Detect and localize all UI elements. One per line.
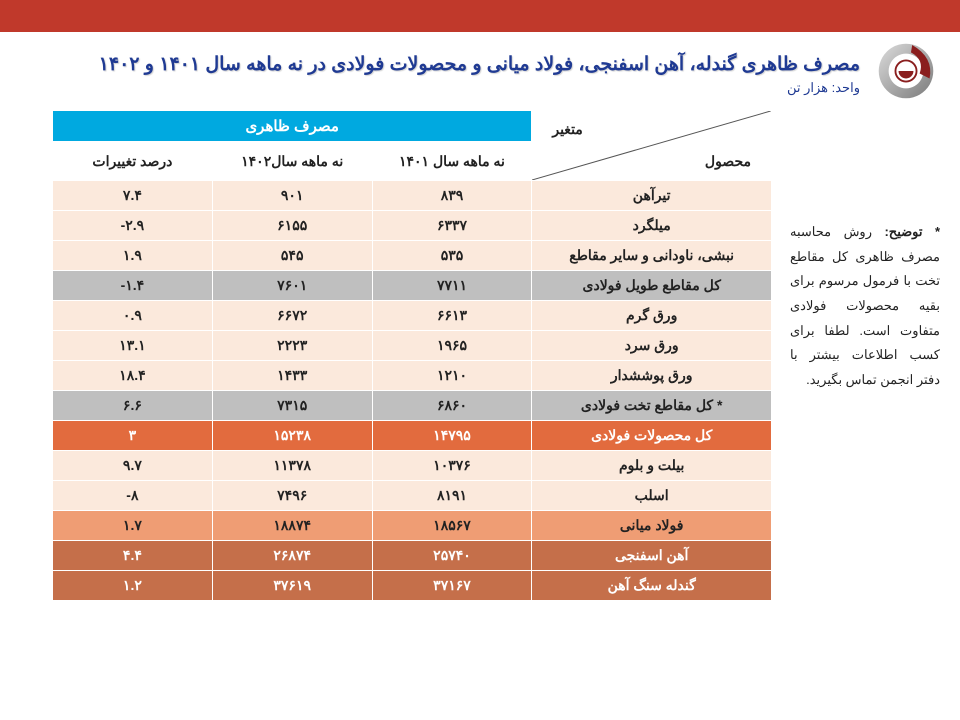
corner-bottom: محصول — [705, 153, 751, 170]
row-v1: ۶۶۱۳ — [372, 301, 532, 331]
row-name: گندله سنگ آهن — [532, 571, 772, 601]
table-row: ورق سرد۱۹۶۵۲۲۲۳۱۳.۱ — [53, 331, 772, 361]
page-title: مصرف ظاهری گندله، آهن اسفنجی، فولاد میان… — [20, 53, 860, 76]
row-v2: ۱۴۳۳ — [212, 361, 372, 391]
row-name: کل محصولات فولادی — [532, 421, 772, 451]
row-pct: ۶.۶ — [53, 391, 213, 421]
row-v2: ۹۰۱ — [212, 181, 372, 211]
row-name: * کل مقاطع تخت فولادی — [532, 391, 772, 421]
row-name: اسلب — [532, 481, 772, 511]
row-name: تیرآهن — [532, 181, 772, 211]
row-v2: ۱۵۲۳۸ — [212, 421, 372, 451]
row-pct: ۱.۷ — [53, 511, 213, 541]
row-pct: ۱۸.۴ — [53, 361, 213, 391]
header: مصرف ظاهری گندله، آهن اسفنجی، فولاد میان… — [0, 32, 960, 102]
row-v2: ۱۱۳۷۸ — [212, 451, 372, 481]
top-bar — [0, 0, 960, 32]
table-row: میلگرد۶۳۳۷۶۱۵۵-۲.۹ — [53, 211, 772, 241]
table-row: فولاد میانی۱۸۵۶۷۱۸۸۷۴۱.۷ — [53, 511, 772, 541]
row-v2: ۲۶۸۷۴ — [212, 541, 372, 571]
row-v1: ۸۳۹ — [372, 181, 532, 211]
table-row: تیرآهن۸۳۹۹۰۱۷.۴ — [53, 181, 772, 211]
table-row: نبشی، ناودانی و سایر مقاطع۵۳۵۵۴۵۱.۹ — [53, 241, 772, 271]
row-v2: ۶۱۵۵ — [212, 211, 372, 241]
row-v1: ۱۸۵۶۷ — [372, 511, 532, 541]
row-name: ورق گرم — [532, 301, 772, 331]
row-pct: -۱.۴ — [53, 271, 213, 301]
row-name: فولاد میانی — [532, 511, 772, 541]
row-pct: ۰.۹ — [53, 301, 213, 331]
row-pct: ۴.۴ — [53, 541, 213, 571]
row-v2: ۳۷۶۱۹ — [212, 571, 372, 601]
row-name: بیلت و بلوم — [532, 451, 772, 481]
row-pct: ۷.۴ — [53, 181, 213, 211]
row-pct: ۳ — [53, 421, 213, 451]
corner-header: متغیر محصول — [532, 111, 772, 181]
row-v2: ۷۳۱۵ — [212, 391, 372, 421]
row-v1: ۲۵۷۴۰ — [372, 541, 532, 571]
row-name: کل مقاطع طویل فولادی — [532, 271, 772, 301]
corner-top: متغیر — [552, 121, 582, 138]
note: * توضیح: روش محاسبه مصرف ظاهری کل مقاطع … — [790, 110, 940, 393]
row-v2: ۵۴۵ — [212, 241, 372, 271]
row-v1: ۵۳۵ — [372, 241, 532, 271]
col-header-2: نه ماهه سال۱۴۰۲ — [212, 142, 372, 181]
row-name: میلگرد — [532, 211, 772, 241]
col-header-3: درصد تغییرات — [53, 142, 213, 181]
row-pct: ۹.۷ — [53, 451, 213, 481]
col-header-1: نه ماهه سال ۱۴۰۱ — [372, 142, 532, 181]
row-v1: ۷۷۱۱ — [372, 271, 532, 301]
row-v2: ۷۶۰۱ — [212, 271, 372, 301]
row-name: آهن اسفنجی — [532, 541, 772, 571]
row-pct: ۱.۲ — [53, 571, 213, 601]
row-v2: ۷۴۹۶ — [212, 481, 372, 511]
row-v2: ۲۲۲۳ — [212, 331, 372, 361]
row-pct: -۲.۹ — [53, 211, 213, 241]
row-name: ورق پوششدار — [532, 361, 772, 391]
logo — [872, 40, 940, 102]
row-v1: ۱۹۶۵ — [372, 331, 532, 361]
table-row: گندله سنگ آهن۳۷۱۶۷۳۷۶۱۹۱.۲ — [53, 571, 772, 601]
table-row: ورق پوششدار۱۲۱۰۱۴۳۳۱۸.۴ — [53, 361, 772, 391]
row-v1: ۱۰۳۷۶ — [372, 451, 532, 481]
row-v1: ۶۳۳۷ — [372, 211, 532, 241]
row-pct: ۱۳.۱ — [53, 331, 213, 361]
row-name: نبشی، ناودانی و سایر مقاطع — [532, 241, 772, 271]
unit-label: واحد: هزار تن — [20, 80, 860, 96]
row-v2: ۶۶۷۲ — [212, 301, 372, 331]
note-label: * توضیح: — [884, 224, 940, 239]
row-v1: ۶۸۶۰ — [372, 391, 532, 421]
table-row: کل مقاطع طویل فولادی۷۷۱۱۷۶۰۱-۱.۴ — [53, 271, 772, 301]
table-row: کل محصولات فولادی۱۴۷۹۵۱۵۲۳۸۳ — [53, 421, 772, 451]
row-v1: ۳۷۱۶۷ — [372, 571, 532, 601]
row-v2: ۱۸۸۷۴ — [212, 511, 372, 541]
consumption-table: متغیر محصول مصرف ظاهری نه ماهه سال ۱۴۰۱ … — [52, 110, 772, 601]
row-v1: ۸۱۹۱ — [372, 481, 532, 511]
row-v1: ۱۲۱۰ — [372, 361, 532, 391]
row-v1: ۱۴۷۹۵ — [372, 421, 532, 451]
table-container: متغیر محصول مصرف ظاهری نه ماهه سال ۱۴۰۱ … — [52, 110, 772, 601]
table-row: اسلب۸۱۹۱۷۴۹۶-۸ — [53, 481, 772, 511]
table-row: ورق گرم۶۶۱۳۶۶۷۲۰.۹ — [53, 301, 772, 331]
row-name: ورق سرد — [532, 331, 772, 361]
table-row: بیلت و بلوم۱۰۳۷۶۱۱۳۷۸۹.۷ — [53, 451, 772, 481]
row-pct: -۸ — [53, 481, 213, 511]
table-row: * کل مقاطع تخت فولادی۶۸۶۰۷۳۱۵۶.۶ — [53, 391, 772, 421]
group-header: مصرف ظاهری — [53, 111, 532, 142]
table-row: آهن اسفنجی۲۵۷۴۰۲۶۸۷۴۴.۴ — [53, 541, 772, 571]
row-pct: ۱.۹ — [53, 241, 213, 271]
note-text: روش محاسبه مصرف ظاهری کل مقاطع تخت با فر… — [790, 224, 940, 387]
